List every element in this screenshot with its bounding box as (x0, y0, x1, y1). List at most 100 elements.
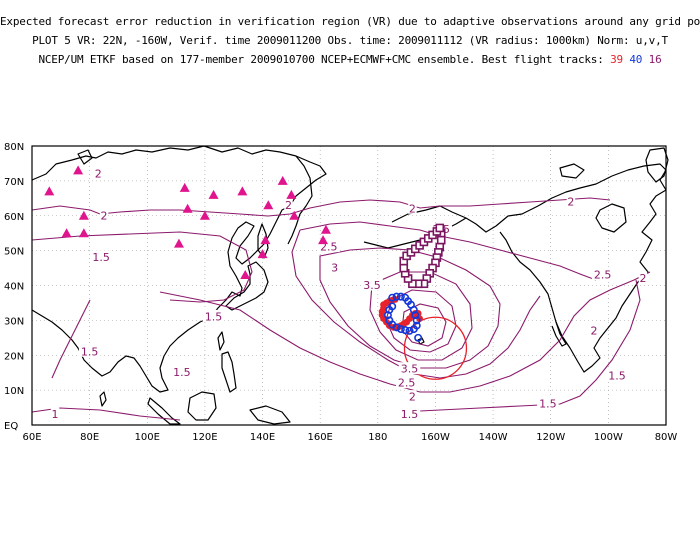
lat-label: 10N (4, 386, 24, 397)
contour-label: 2.5 (398, 377, 416, 390)
raob-triangle (73, 165, 84, 175)
raob-triangle (78, 228, 89, 238)
lat-label: 60N (4, 212, 24, 223)
contour-label: 1.5 (92, 251, 110, 264)
track-40-point (412, 316, 421, 325)
contour-label: 2.5 (594, 269, 612, 282)
lon-label: 120W (536, 432, 565, 443)
lon-label: 180 (368, 432, 387, 443)
raob-triangle (257, 249, 268, 259)
contour-1-5-west (51, 299, 91, 379)
raob-triangle (260, 235, 271, 245)
track-40-point (388, 302, 397, 311)
contour-label: 1.5 (539, 398, 557, 411)
raob-triangle (179, 182, 190, 192)
contour-label: 3.5 (363, 279, 381, 292)
sri-lanka (99, 391, 107, 407)
lat-label: 20N (4, 351, 24, 362)
track-40-point (409, 325, 418, 334)
graticule (32, 146, 666, 425)
lon-label: 160W (421, 432, 450, 443)
contour-label: 2 (285, 199, 292, 212)
lat-label: 70N (4, 177, 24, 188)
track-40-point (385, 316, 394, 325)
contour-label: 3.5 (401, 363, 419, 376)
track-16-point (435, 223, 445, 233)
axis-labels: 80N 70N 60N 50N 40N 30N 20N 10N EQ 60E 80E 100E 120E… (4, 142, 677, 443)
flight-track-16 (399, 223, 446, 289)
contour-label-bg (606, 369, 628, 382)
hudson-bay (595, 203, 627, 233)
contour-label-bg (94, 166, 103, 179)
coastlines (31, 145, 669, 425)
contour-label: 1.5 (608, 370, 626, 383)
raob-triangle (318, 235, 329, 245)
ensemble-text: NCEP/UM ETKF based on 177-member 2009010… (38, 53, 604, 66)
contour-1 (31, 407, 181, 421)
lat-label: 30N (4, 316, 24, 327)
track-id-40: 40 (629, 53, 643, 66)
ensemble-description: NCEP/UM ETKF based on 177-member 2009010… (0, 53, 700, 66)
track-40-point (405, 326, 414, 335)
track-40-point (396, 292, 405, 301)
contour-1-5-east (399, 279, 641, 413)
raob-triangle (173, 238, 184, 248)
new-guinea (249, 405, 291, 425)
north-america-coastline (391, 163, 667, 373)
raob-triangle (44, 186, 55, 196)
track-40-point (388, 293, 397, 302)
track-40-point (411, 311, 420, 320)
track-40-point (392, 292, 401, 301)
contour-label-bg (78, 344, 101, 357)
eurasia-coastline (31, 145, 327, 393)
contour-1-5 (31, 231, 253, 303)
contour-label-bg (90, 250, 112, 263)
sumatra (147, 397, 181, 425)
contour-2-south (159, 271, 651, 393)
map-frame (31, 145, 667, 426)
contour-labels: 221.5222.52.533.522.5221.51.51.51.51.512… (50, 166, 648, 421)
lon-label: 120E (192, 432, 217, 443)
contour-label: 2 (409, 202, 416, 215)
lat-label: 40N (4, 282, 24, 293)
contour-label-bg (395, 376, 418, 389)
contour-label-bg (171, 365, 193, 378)
taiwan (217, 331, 225, 351)
novaya-zemlya (77, 149, 93, 165)
lon-label: 80E (80, 432, 99, 443)
contour-label: 2 (101, 209, 108, 222)
track-40-point (401, 326, 410, 335)
contour-label: 1.5 (205, 310, 223, 323)
contour-label-bg (408, 390, 417, 403)
contour-label-bg (638, 271, 648, 284)
raob-sites (44, 165, 331, 280)
contour-label: 1.5 (81, 345, 99, 358)
lat-label: 50N (4, 247, 24, 258)
raob-triangle (78, 210, 89, 220)
raob-triangle (237, 186, 248, 196)
baja-california (551, 321, 567, 347)
verification-region-circle (403, 316, 468, 380)
plot-title: Expected forecast error reduction in ver… (0, 15, 700, 28)
contour-label-bg (50, 407, 60, 420)
track-40-point (414, 333, 423, 342)
lon-label: 140W (479, 432, 508, 443)
contour-label-bg (398, 407, 421, 420)
raob-triangle (208, 189, 219, 199)
contour-label-bg (330, 261, 339, 274)
japan (225, 261, 269, 311)
greenland (645, 147, 669, 183)
raob-triangle (286, 189, 297, 199)
contour-label-bg (361, 278, 383, 291)
kamchatka-coastline (287, 155, 313, 245)
contour-2-north (31, 197, 611, 217)
track-40-point (383, 311, 392, 320)
contour-4 (385, 289, 457, 353)
contour-label-bg (284, 198, 293, 211)
contour-label: 2 (409, 391, 416, 404)
contour-label-bg (398, 362, 421, 375)
contour-label: 3 (331, 262, 338, 275)
track-16-point (408, 279, 417, 289)
